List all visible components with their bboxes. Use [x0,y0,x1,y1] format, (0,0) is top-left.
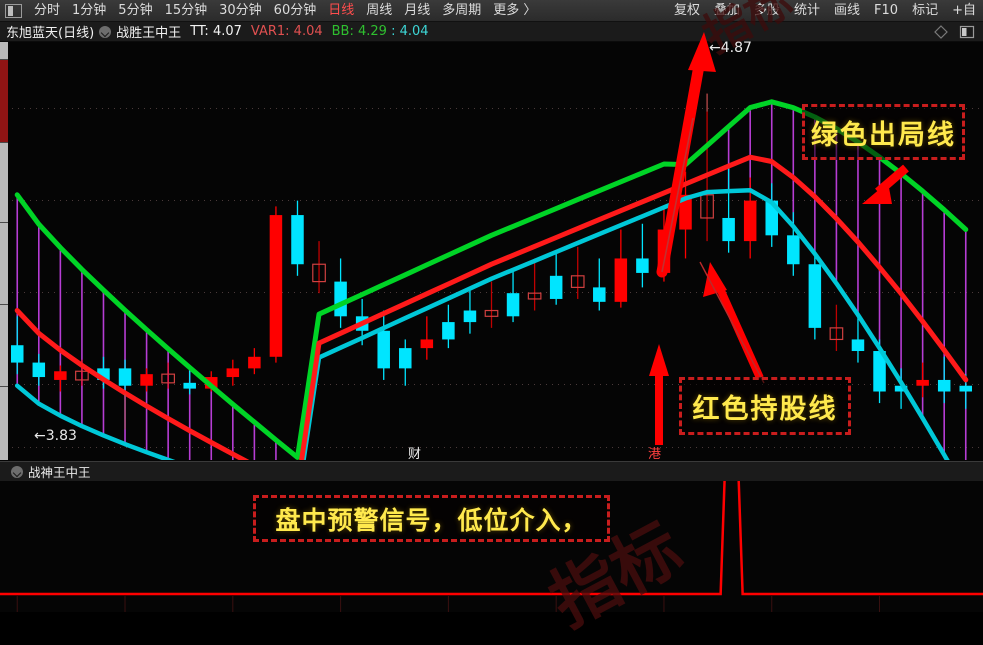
button-huaxian[interactable]: 画线 [834,2,861,18]
panel-grip-icon[interactable] [5,3,22,18]
scale-tick [0,222,8,223]
tab-weekly[interactable]: 周线 [366,2,393,18]
tab-60min[interactable]: 60分钟 [273,2,317,18]
ma-line-red [14,154,969,460]
signal-line [0,481,983,596]
tt-label: TT: [190,24,209,39]
chevron-down-icon[interactable] [99,25,112,38]
left-scale-strip[interactable] [0,42,8,460]
tt-value: 4.07 [212,24,242,39]
scale-tick [0,386,8,387]
tab-5min[interactable]: 5分钟 [118,2,153,18]
sub-panel-title[interactable]: 战神王中王 [28,465,91,480]
scale-tick [0,304,8,305]
diamond-icon[interactable] [933,24,949,40]
tab-multi-period[interactable]: 多周期 [442,2,482,18]
button-diejia[interactable]: 叠加 [713,2,740,18]
tab-more[interactable]: 更多 〉 [493,2,537,18]
annotation-intraday-alert: 盘中预警信号，低位介入， [253,495,610,542]
marker-cai: 财 [408,447,422,462]
button-duogu[interactable]: 多股 [754,2,781,18]
var1-label: VAR1: [250,24,290,39]
timeframe-toolbar[interactable]: 分时 1分钟 5分钟 15分钟 30分钟 60分钟 日线 周线 月线 多周期 更… [0,0,983,22]
tab-daily[interactable]: 日线 [328,2,355,18]
chevron-down-icon[interactable] [11,465,23,478]
indicator-name[interactable]: 战胜王中王 [116,26,182,41]
candlestick-canvas [0,93,983,460]
scale-tick [0,142,8,143]
bb-label: BB: [331,24,354,39]
tab-1min[interactable]: 1分钟 [72,2,107,18]
annotation-red-hold-line: 红色持股线 [679,377,851,435]
panel-toggle-icon[interactable] [959,24,975,40]
bb-value2: : 4.04 [391,24,429,39]
tab-monthly[interactable]: 月线 [404,2,431,18]
stock-name: 东旭蓝天 [6,26,59,41]
tab-15min[interactable]: 15分钟 [164,2,208,18]
button-tongji[interactable]: 统计 [794,2,821,18]
ma-line-cyan [14,187,950,460]
scale-highlight-segment [0,60,8,142]
annotation-green-exit-line: 绿色出局线 [802,104,965,160]
price-label-low: ←3.83 [34,428,77,444]
scale-tick [0,59,8,60]
button-add-self[interactable]: +自 [952,2,976,18]
marker-gang: 港 [648,447,662,462]
tab-fenshi[interactable]: 分时 [34,2,61,18]
button-fuquan[interactable]: 复权 [673,2,700,18]
stock-info-bar: 东旭蓝天 (日线) 战胜王中王 TT: 4.07 VAR1: 4.04 BB: … [0,22,983,42]
sub-panel-header: 战神王中王 [0,461,983,481]
stock-period: (日线) [58,26,95,41]
button-f10[interactable]: F10 [874,2,899,18]
sub-indicator-canvas [0,481,983,612]
price-label-high: ←4.87 [709,40,752,56]
button-biaoji[interactable]: 标记 [912,2,939,18]
bb-value: 4.29 [357,24,387,39]
var1-value: 4.04 [293,24,323,39]
tab-30min[interactable]: 30分钟 [219,2,262,18]
